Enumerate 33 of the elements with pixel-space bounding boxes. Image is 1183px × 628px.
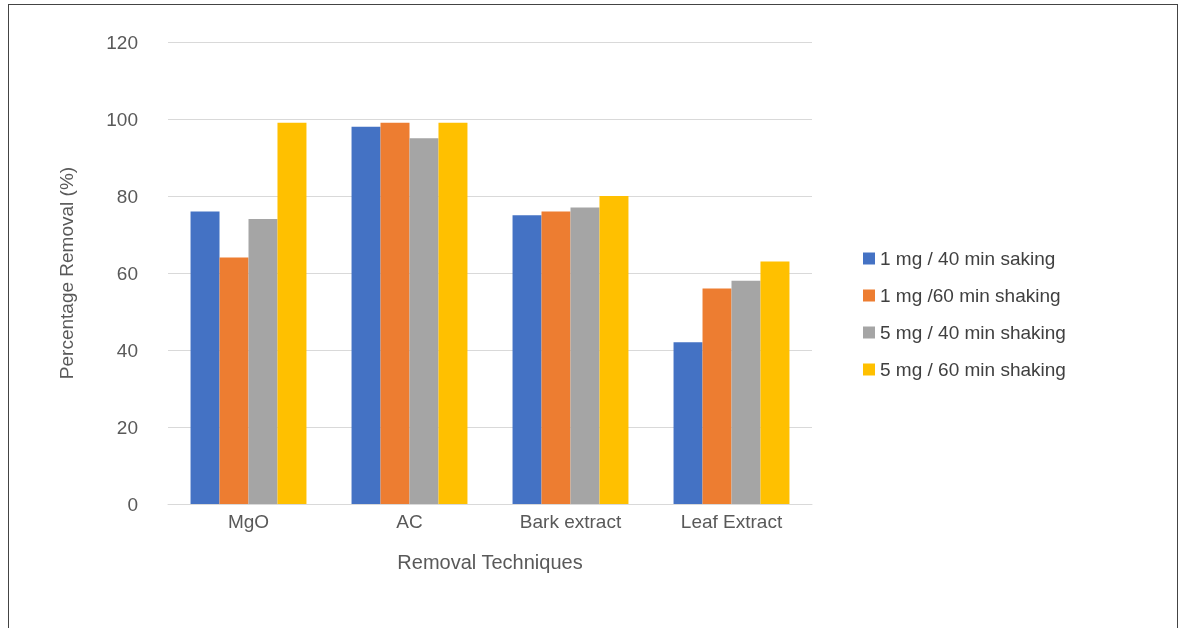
bar bbox=[277, 122, 307, 504]
x-tick-label: Bark extract bbox=[519, 511, 622, 532]
bar bbox=[731, 280, 761, 504]
bar bbox=[599, 196, 629, 504]
y-tick-label: 40 bbox=[116, 339, 138, 361]
legend-label: 1 mg / 40 min saking bbox=[880, 248, 1056, 269]
legend-label: 5 mg / 40 min shaking bbox=[880, 322, 1066, 343]
y-tick-label: 80 bbox=[116, 185, 138, 207]
y-tick-label: 100 bbox=[106, 108, 138, 130]
bar bbox=[248, 219, 278, 504]
bar bbox=[541, 211, 571, 504]
bar bbox=[512, 215, 542, 504]
bar bbox=[570, 207, 600, 504]
y-tick-label: 120 bbox=[106, 31, 138, 53]
bar bbox=[351, 126, 381, 504]
bar bbox=[702, 288, 732, 504]
bar bbox=[190, 211, 220, 504]
legend-label: 5 mg / 60 min shaking bbox=[880, 359, 1066, 380]
bar bbox=[673, 342, 703, 504]
x-tick-label: Leaf Extract bbox=[680, 511, 783, 532]
x-axis-title: Removal Techniques bbox=[397, 551, 583, 573]
y-axis-title: Percentage Removal (%) bbox=[56, 166, 77, 380]
bar bbox=[438, 122, 468, 504]
bar bbox=[219, 257, 249, 504]
bar bbox=[380, 122, 410, 504]
y-tick-label: 0 bbox=[127, 493, 138, 515]
y-tick-label: 60 bbox=[116, 262, 138, 284]
y-tick-label: 20 bbox=[116, 416, 138, 438]
bar bbox=[760, 261, 790, 504]
bar bbox=[409, 138, 439, 504]
x-tick-label: AC bbox=[396, 511, 423, 532]
x-tick-label: MgO bbox=[227, 511, 270, 532]
legend-label: 1 mg /60 min shaking bbox=[880, 285, 1061, 306]
